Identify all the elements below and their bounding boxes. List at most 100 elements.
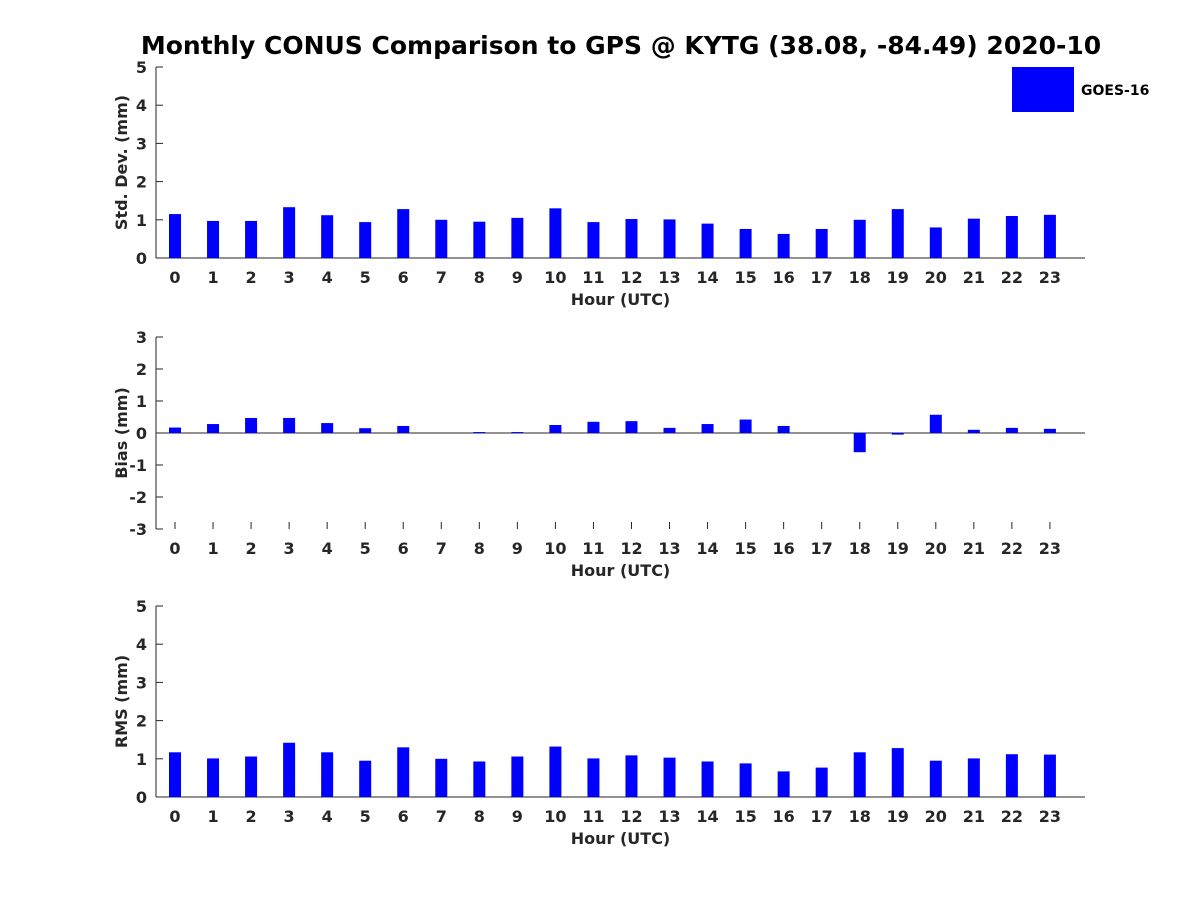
bias-bar-2 (245, 417, 258, 433)
std-dev-bar-4 (321, 215, 334, 258)
rms-bar-9 (511, 756, 524, 797)
std-dev-bar-5 (359, 222, 372, 258)
rms-bar-1 (207, 758, 220, 797)
std-dev-y-label: Std. Dev. (mm) (112, 95, 131, 230)
rms-bar-18 (853, 752, 866, 797)
rms-bar-3 (283, 742, 296, 797)
std-dev-x-tick-label: 1 (207, 268, 218, 287)
std-dev-bar-6 (397, 209, 410, 258)
std-dev-y-tick-label: 2 (136, 173, 147, 192)
std-dev-y-tick-label: 1 (136, 211, 147, 230)
bias-x-tick-label: 21 (963, 539, 985, 558)
bias-x-tick-label: 22 (1001, 539, 1023, 558)
rms-bar-0 (169, 752, 181, 797)
bias-x-tick-label: 1 (207, 539, 218, 558)
bias-x-tick-label: 20 (925, 539, 947, 558)
std-dev-bar-7 (435, 219, 448, 258)
std-dev-x-tick-label: 12 (620, 268, 642, 287)
std-dev-x-tick-label: 20 (925, 268, 947, 287)
rms-bar-15 (739, 763, 752, 797)
rms-bar-2 (245, 756, 258, 797)
rms-bar-5 (359, 760, 372, 797)
bias-x-tick-label: 9 (512, 539, 523, 558)
bias-x-tick-label: 15 (734, 539, 756, 558)
std-dev-y-tick-label: 0 (136, 249, 147, 268)
rms-x-label: Hour (UTC) (571, 829, 671, 848)
std-dev-x-tick-label: 6 (398, 268, 409, 287)
rms-x-tick-label: 22 (1001, 807, 1023, 826)
std-dev-x-tick-label: 3 (284, 268, 295, 287)
bias-bar-20 (929, 414, 942, 433)
legend-swatch (1012, 67, 1074, 112)
rms-y-tick-label: 2 (136, 712, 147, 731)
bias-y-tick-label: 2 (136, 360, 147, 379)
rms-y-tick-label: 0 (136, 788, 147, 807)
rms-x-tick-label: 9 (512, 807, 523, 826)
bias-bar-10 (549, 425, 562, 433)
bias-bar-9 (511, 432, 524, 433)
std-dev-x-tick-label: 0 (169, 268, 180, 287)
bias-bar-4 (321, 423, 334, 433)
rms-x-tick-label: 20 (925, 807, 947, 826)
std-dev-bar-11 (587, 222, 600, 258)
std-dev-bar-23 (1043, 214, 1056, 258)
std-dev-x-tick-label: 18 (849, 268, 871, 287)
rms-x-tick-label: 8 (474, 807, 485, 826)
bias-bar-5 (359, 428, 372, 433)
std-dev-bar-2 (245, 220, 258, 258)
std-dev-bar-16 (777, 233, 790, 258)
rms-bar-17 (815, 767, 828, 797)
std-dev-x-tick-label: 7 (436, 268, 447, 287)
bias-x-tick-label: 2 (246, 539, 257, 558)
rms-bar-7 (435, 758, 448, 797)
std-dev-bar-17 (815, 228, 828, 258)
bias-x-tick-label: 6 (398, 539, 409, 558)
bias-bar-0 (169, 427, 181, 433)
bias-x-tick-label: 12 (620, 539, 642, 558)
std-dev-x-tick-label: 4 (322, 268, 333, 287)
std-dev-x-tick-label: 2 (246, 268, 257, 287)
std-dev-bar-21 (967, 218, 980, 258)
rms-bar-14 (701, 761, 714, 797)
legend: GOES-16 (1012, 67, 1149, 112)
rms-y-tick-label: 3 (136, 673, 147, 692)
bias-bar-16 (777, 425, 790, 433)
rms-bar-11 (587, 758, 600, 797)
rms-x-tick-label: 16 (773, 807, 795, 826)
bias-y-label: Bias (mm) (112, 387, 131, 479)
bias-bar-1 (207, 424, 220, 433)
figure-title: Monthly CONUS Comparison to GPS @ KYTG (… (141, 31, 1101, 60)
rms-y-tick-label: 1 (136, 750, 147, 769)
bias-x-tick-label: 11 (582, 539, 604, 558)
rms-bar-12 (625, 755, 638, 797)
std-dev-bar-9 (511, 217, 524, 258)
std-dev-bar-3 (283, 207, 296, 258)
bias-x-tick-label: 10 (544, 539, 566, 558)
rms-x-tick-label: 2 (246, 807, 257, 826)
std-dev-x-tick-label: 10 (544, 268, 566, 287)
bias-bar-15 (739, 419, 752, 433)
rms-bar-10 (549, 746, 562, 797)
rms-bar-6 (397, 747, 410, 797)
bias-x-tick-label: 4 (322, 539, 333, 558)
rms-bar-21 (967, 758, 980, 797)
rms-bar-20 (929, 760, 942, 797)
std-dev-bar-0 (169, 214, 181, 258)
rms-x-tick-label: 23 (1039, 807, 1061, 826)
std-dev-x-tick-label: 23 (1039, 268, 1061, 287)
std-dev-bar-8 (473, 221, 486, 258)
rms-y-tick-label: 5 (136, 597, 147, 616)
std-dev-x-tick-label: 11 (582, 268, 604, 287)
bias-bar-12 (625, 421, 638, 433)
bias-x-tick-label: 13 (658, 539, 680, 558)
rms-x-tick-label: 19 (887, 807, 909, 826)
rms-bar-8 (473, 761, 486, 797)
bias-x-tick-label: 5 (360, 539, 371, 558)
std-dev-x-tick-label: 17 (811, 268, 833, 287)
std-dev-x-tick-label: 8 (474, 268, 485, 287)
std-dev-y-tick-label: 3 (136, 134, 147, 153)
bias-bar-18 (853, 433, 866, 453)
rms-x-tick-label: 6 (398, 807, 409, 826)
